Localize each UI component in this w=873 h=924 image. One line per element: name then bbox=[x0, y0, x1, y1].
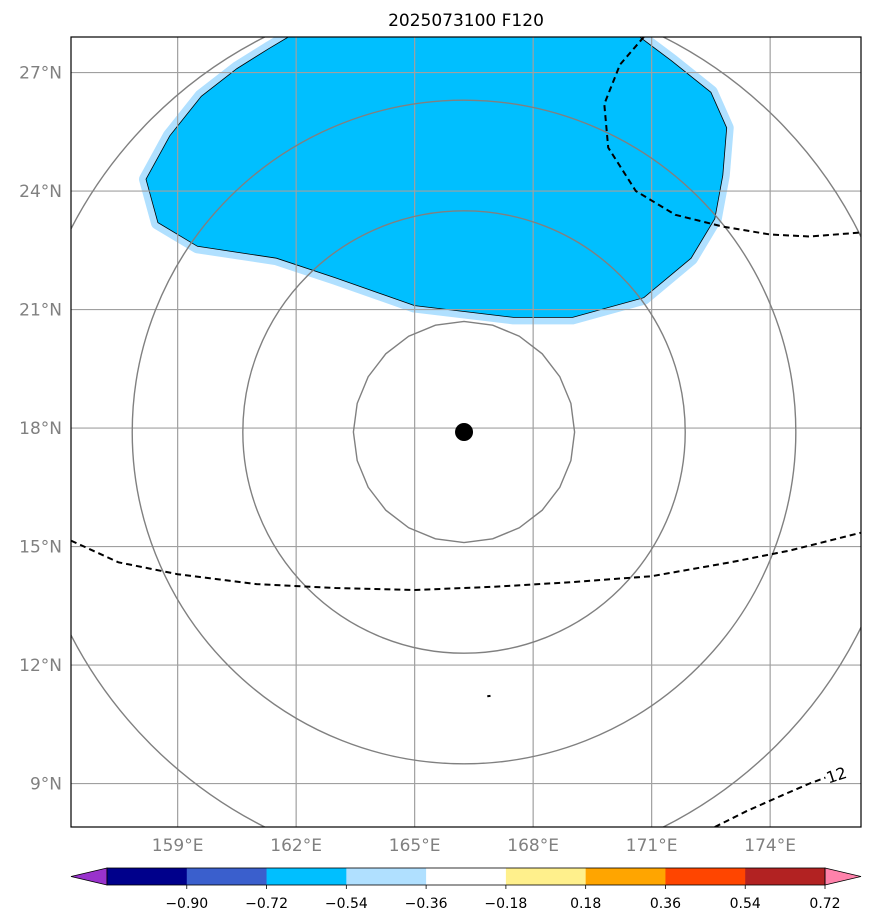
x-tick-label-3: 168°E bbox=[507, 836, 559, 856]
colorbar-tick-label-6: 0.36 bbox=[650, 896, 681, 912]
y-tick-label-1: 24°N bbox=[19, 182, 62, 202]
colorbar-frame bbox=[106, 867, 826, 886]
colorbar-tick-label-2: −0.54 bbox=[325, 896, 368, 912]
y-tick-label-6: 9°N bbox=[30, 775, 62, 795]
colorbar-tick-label-0: −0.90 bbox=[165, 896, 208, 912]
x-tick-label-0: 159°E bbox=[152, 836, 204, 856]
colorbar-segment-2 bbox=[266, 868, 347, 885]
x-axis-ticks: 159°E 162°E 165°E 168°E 171°E 174°E bbox=[152, 836, 796, 856]
range-ring-1 bbox=[242, 210, 686, 654]
colorbar-segment-1 bbox=[186, 868, 268, 885]
y-tick-label-5: 12°N bbox=[19, 656, 62, 676]
map-panel bbox=[71, 37, 861, 827]
graticule bbox=[71, 37, 861, 827]
chart-title: 2025073100 F120 bbox=[388, 11, 544, 31]
colorbar-extend-high bbox=[824, 867, 862, 886]
x-tick-label-2: 165°E bbox=[389, 836, 441, 856]
colorbar-segment-4 bbox=[426, 868, 507, 885]
dashed-contours bbox=[71, 37, 861, 827]
colorbar-extend-low bbox=[70, 867, 108, 886]
colorbar-segment-7 bbox=[665, 868, 746, 885]
colorbar-segment-8 bbox=[745, 868, 826, 885]
center-marker bbox=[455, 423, 474, 441]
colorbar-tick-label-5: 0.18 bbox=[570, 896, 601, 912]
colorbar-segment-0 bbox=[107, 868, 188, 885]
y-axis-ticks: 27°N 24°N 21°N 18°N 15°N 12°N 9°N bbox=[19, 64, 62, 795]
range-rings bbox=[71, 37, 861, 827]
colorbar-tick-label-1: −0.72 bbox=[245, 896, 288, 912]
range-ring-0 bbox=[352, 320, 576, 544]
colorbar-tick-label-4: −0.18 bbox=[484, 896, 527, 912]
map-frame bbox=[70, 36, 862, 828]
y-tick-label-4: 15°N bbox=[19, 538, 62, 558]
shaded-region-fill bbox=[146, 37, 727, 318]
y-tick-label-3: 18°N bbox=[19, 419, 62, 439]
x-tick-label-5: 174°E bbox=[744, 836, 796, 856]
dashed-contour-0 bbox=[71, 531, 861, 592]
colorbar-segment-6 bbox=[585, 868, 666, 885]
colorbar: −0.90 −0.72 −0.54 −0.36 −0.18 0.18 0.36 0.54 0.7… bbox=[70, 867, 862, 912]
x-tick-label-1: 162°E bbox=[270, 836, 322, 856]
colorbar-segment-5 bbox=[505, 868, 587, 885]
dashed-contour-2 bbox=[714, 776, 826, 827]
shaded-region-outline bbox=[145, 37, 728, 318]
colorbar-tick-label-3: −0.36 bbox=[405, 896, 448, 912]
range-ring-2 bbox=[131, 99, 797, 765]
colorbar-tick-label-8: 0.72 bbox=[809, 896, 840, 912]
colorbar-segment-3 bbox=[346, 868, 427, 885]
y-tick-label-0: 27°N bbox=[19, 64, 62, 84]
shaded-region-layer bbox=[139, 37, 734, 325]
y-tick-label-2: 21°N bbox=[19, 301, 62, 321]
x-tick-label-4: 171°E bbox=[626, 836, 678, 856]
center-marker-layer bbox=[455, 423, 474, 441]
colorbar-tick-label-7: 0.54 bbox=[730, 896, 761, 912]
